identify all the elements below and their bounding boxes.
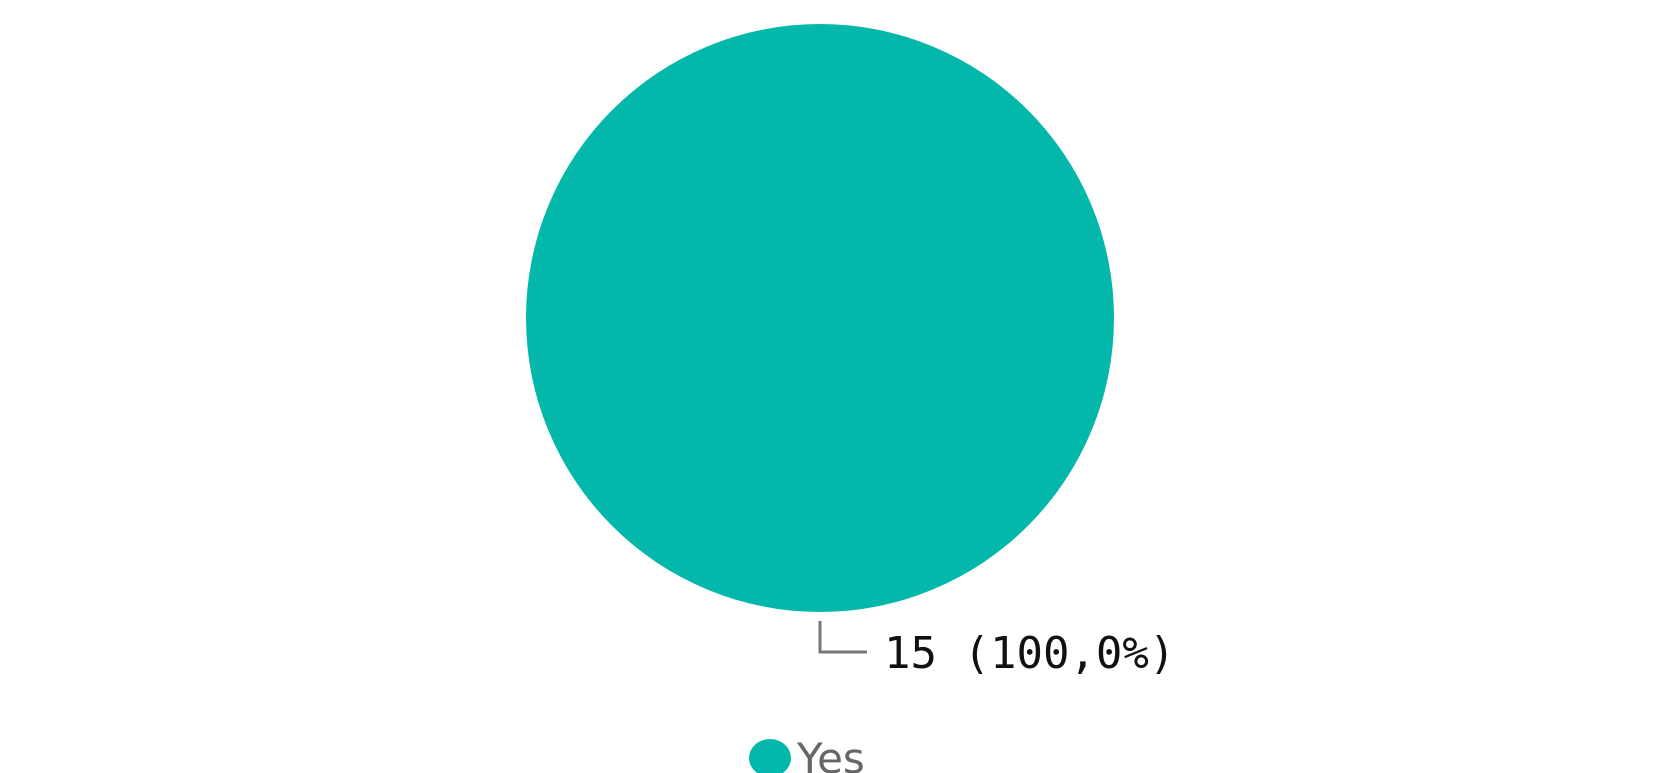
value-label: 15 (100,0%) [884, 628, 1175, 679]
pie-slice [526, 24, 1114, 612]
legend-text: Yes [796, 734, 865, 773]
leader-line [818, 621, 867, 654]
legend-marker [749, 739, 791, 773]
